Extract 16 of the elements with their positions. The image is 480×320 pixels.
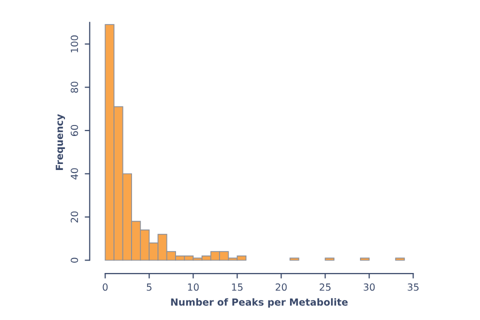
x-tick-label: 5: [146, 284, 152, 291]
x-tick-label: 0: [102, 283, 108, 291]
x-tick-label: 20: [276, 283, 287, 291]
x-tick-label: 10: [188, 283, 199, 291]
y-axis-title: Frequency: [56, 114, 65, 170]
y-tick-label: 40: [70, 168, 78, 180]
x-tick-label: 15: [232, 284, 243, 291]
y-tick-label: 100: [70, 35, 78, 52]
x-axis-title: Number of Peaks per Metabolite: [171, 298, 348, 308]
x-tick-label: 25: [320, 283, 331, 291]
x-tick-label: 35: [408, 283, 419, 291]
y-tick-label: 80: [70, 82, 78, 93]
y-tick-label: 60: [70, 124, 78, 136]
x-tick-label: 30: [364, 283, 375, 291]
y-tick-label: 0: [70, 258, 78, 263]
y-tick-label: 20: [70, 211, 78, 222]
